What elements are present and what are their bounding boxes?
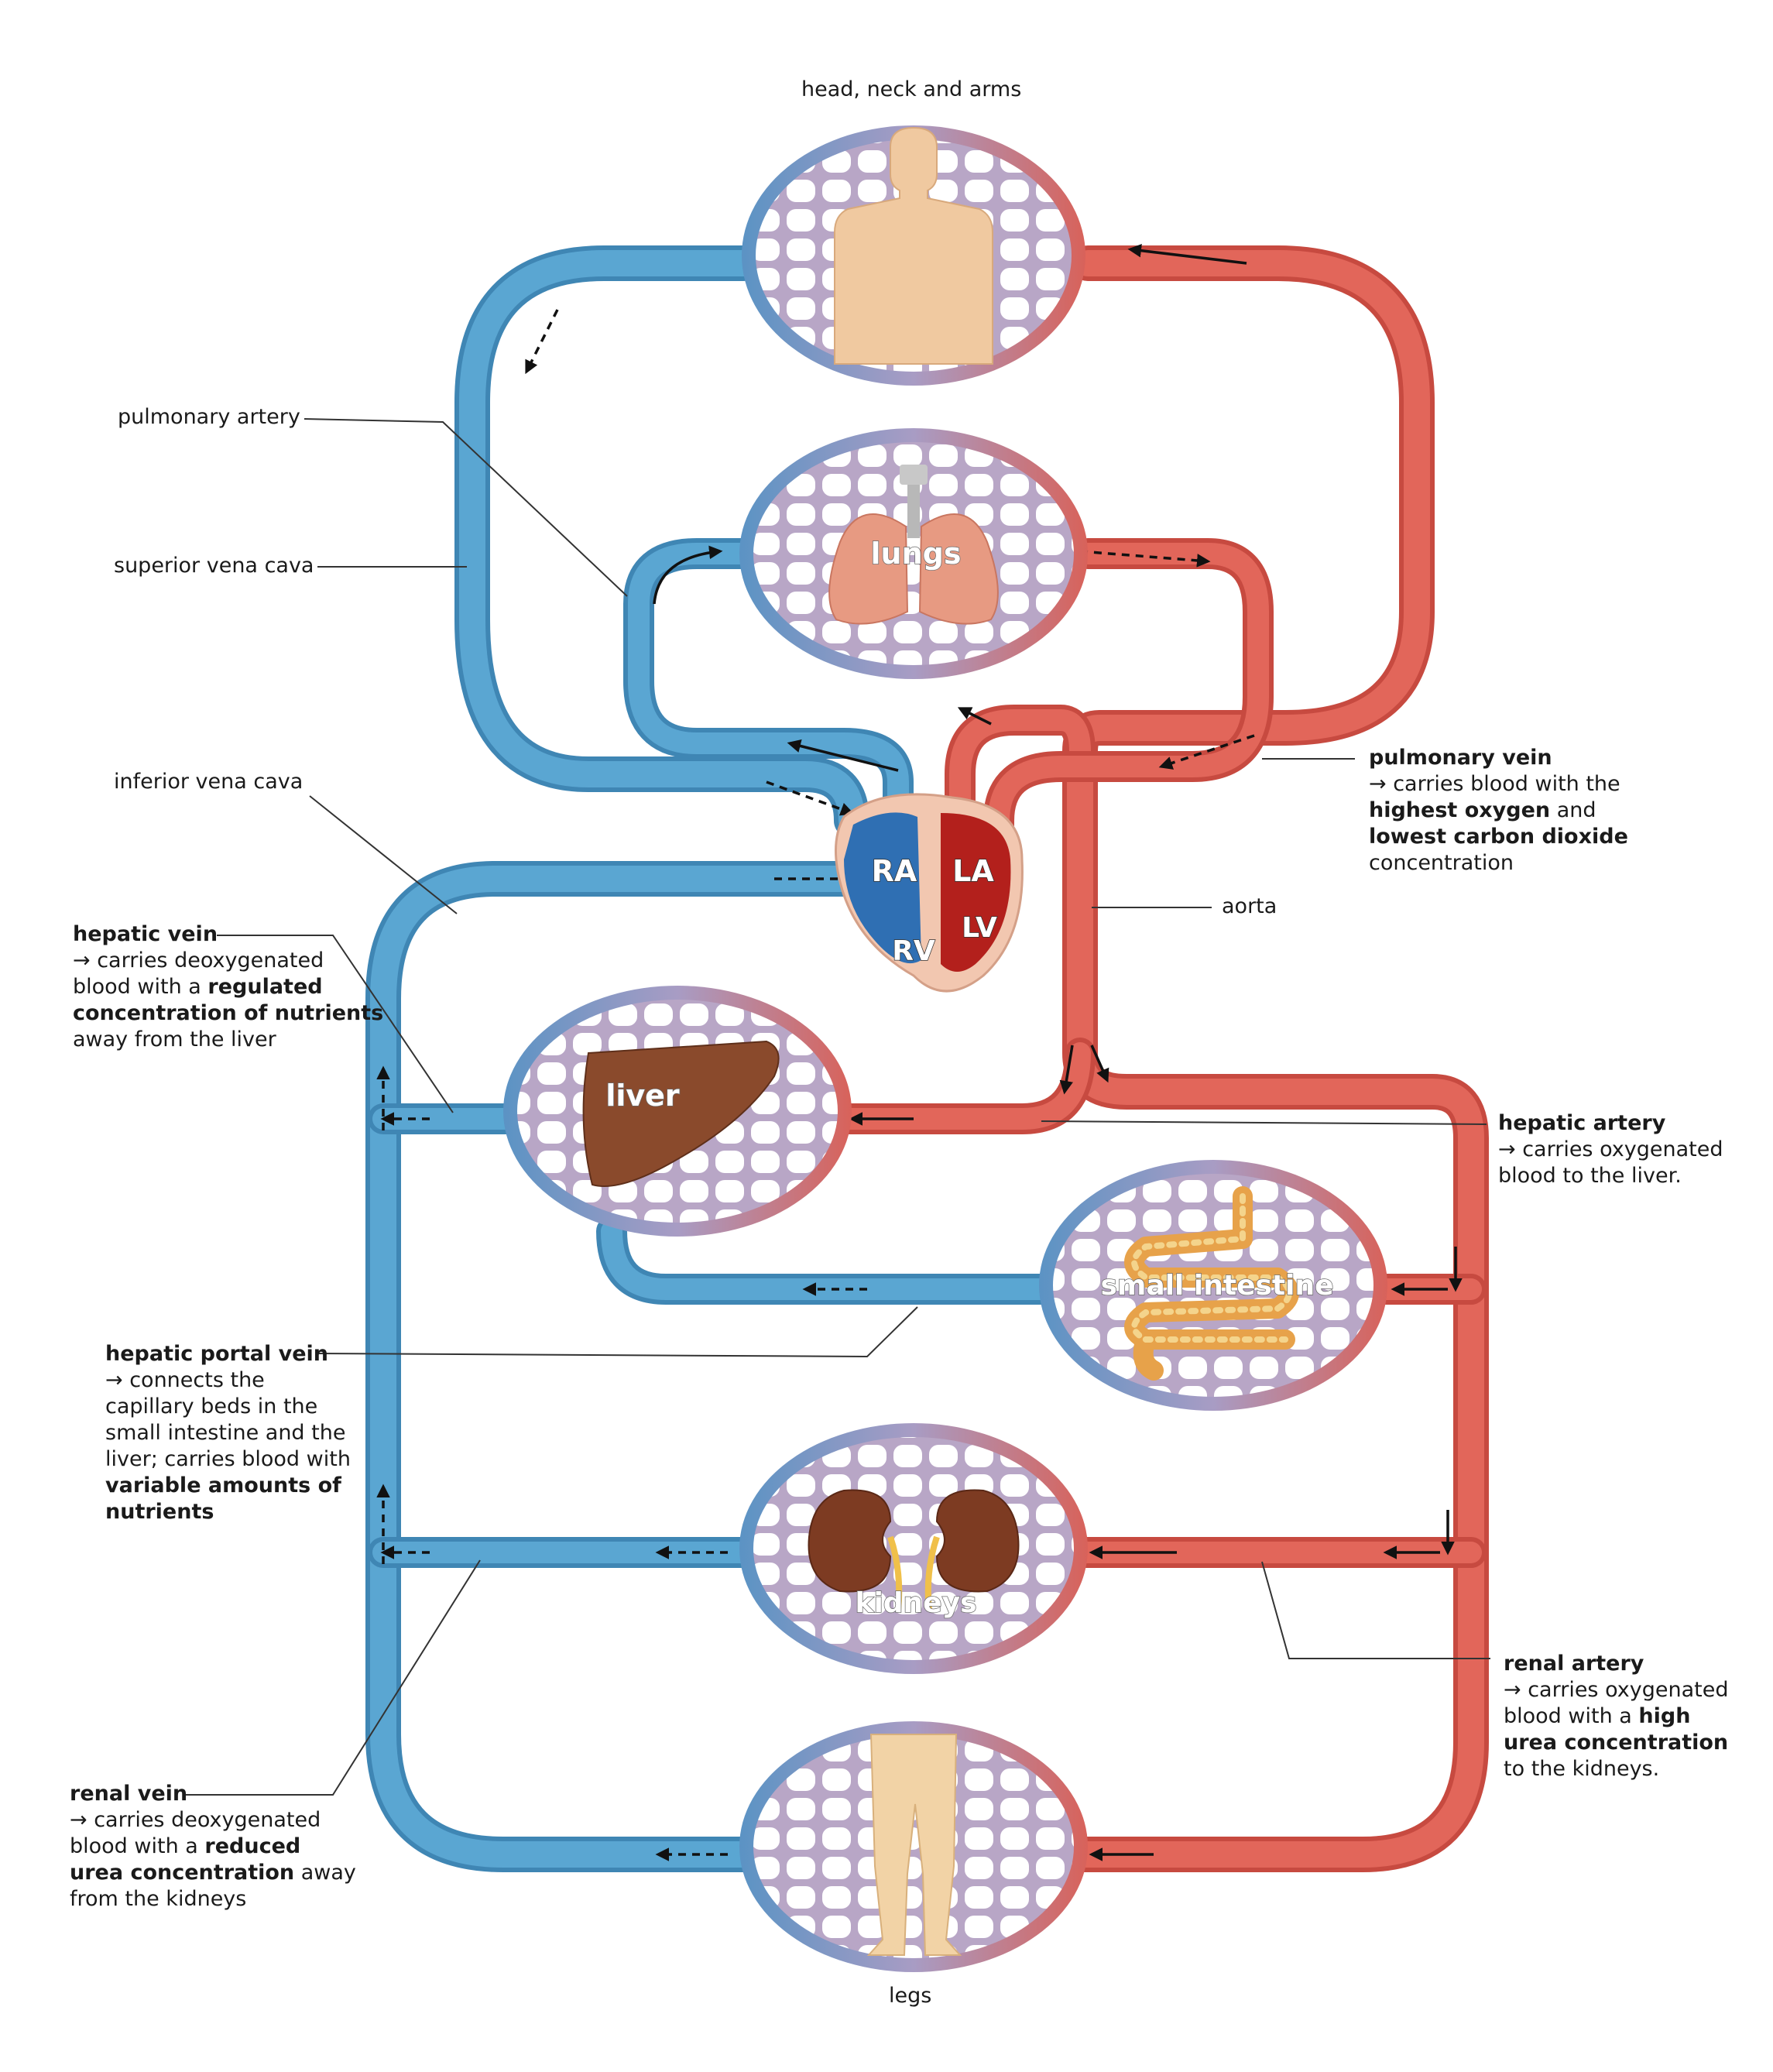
hepatic-portal-vein-line-5: variable amounts of <box>105 1473 341 1497</box>
leader-renal-artery <box>1261 1561 1490 1659</box>
leader-pulmonary-artery <box>304 418 628 597</box>
renal-artery-title: renal artery <box>1504 1652 1644 1676</box>
hepatic-portal-vein-line-6: nutrients <box>105 1500 214 1524</box>
left-atrium-ventricle <box>941 813 1011 972</box>
liver-icon <box>582 1040 780 1187</box>
hepatic-vein-callout: hepatic vein → carries deoxygenated bloo… <box>73 921 383 1053</box>
leader-hepatic-portal-vein <box>317 1306 918 1358</box>
renal-artery-line-2: blood with a high <box>1504 1704 1691 1728</box>
pulmonary-vein-line-2: highest oxygen and <box>1369 798 1596 822</box>
pulmonary-vein-line-1: → carries blood with the <box>1369 772 1620 796</box>
heart: RA LA RV LV <box>834 793 1024 993</box>
hepatic-portal-vein-line-1: → connects the <box>105 1368 265 1392</box>
hepatic-portal-vein-callout: hepatic portal vein → connects the capil… <box>105 1341 351 1525</box>
leader-hepatic-vein <box>217 935 454 1113</box>
lv-label: LV <box>962 912 997 944</box>
leader-lines <box>186 418 1490 1796</box>
renal-artery-line-1: → carries oxygenated <box>1504 1678 1729 1702</box>
aorta-label: aorta <box>1222 894 1277 918</box>
capillary-bed-head <box>742 125 1085 386</box>
body-silhouette <box>834 126 993 365</box>
lungs-label: lungs <box>871 537 962 571</box>
pulmonary-vein-line-3: lowest carbon dioxide <box>1369 825 1628 849</box>
hepatic-artery-line-1: → carries oxygenated <box>1498 1137 1723 1161</box>
hepatic-vein-line-1: → carries deoxygenated <box>73 949 324 973</box>
capillary-bed-intestine: small intestine <box>1039 1160 1387 1411</box>
pulmonary-vein-callout: pulmonary vein → carries blood with the … <box>1369 745 1628 876</box>
hepatic-artery-callout: hepatic artery → carries oxygenated bloo… <box>1498 1110 1723 1189</box>
right-atrium-ventricle <box>844 812 921 964</box>
leader-renal-vein <box>186 1559 481 1796</box>
renal-artery-callout: renal artery → carries oxygenated blood … <box>1504 1651 1728 1782</box>
rv-label: RV <box>892 935 935 967</box>
renal-vein-callout: renal vein → carries deoxygenated blood … <box>70 1781 356 1912</box>
renal-vein-line-1: → carries deoxygenated <box>70 1808 321 1832</box>
kidneys-icon <box>808 1489 1020 1611</box>
renal-vein-line-2: blood with a reduced <box>70 1834 301 1858</box>
hepatic-portal-vein-line-4: liver; carries blood with <box>105 1447 351 1471</box>
ra-label: RA <box>872 854 917 888</box>
la-label: LA <box>952 854 994 888</box>
inferior-vena-cava-label: inferior vena cava <box>114 770 304 794</box>
renal-vein-line-4: from the kidneys <box>70 1887 247 1911</box>
pulmonary-vein-title: pulmonary vein <box>1369 746 1552 770</box>
hepatic-portal-vein-title: hepatic portal vein <box>105 1342 329 1366</box>
superior-vena-cava-label: superior vena cava <box>114 554 314 578</box>
pulmonary-vein-line-4: concentration <box>1369 851 1514 875</box>
renal-vein-line-3: urea concentration away <box>70 1861 356 1885</box>
lungs-icon <box>828 465 999 625</box>
capillary-bed-liver: liver <box>503 986 852 1237</box>
hepatic-artery-line-2: blood to the liver. <box>1498 1164 1682 1188</box>
hepatic-portal-vein-line-2: capillary beds in the <box>105 1394 318 1418</box>
renal-artery-line-3: urea concentration <box>1504 1731 1729 1755</box>
liver-label: liver <box>605 1079 680 1113</box>
renal-artery-line-4: to the kidneys. <box>1504 1757 1660 1781</box>
small-intestine-label: small intestine <box>1100 1270 1333 1302</box>
head-neck-arms-label: head, neck and arms <box>801 77 1022 101</box>
hepatic-vein-line-3: concentration of nutrients <box>73 1001 384 1025</box>
hepatic-vein-line-4: away from the liver <box>73 1027 276 1051</box>
legs-icon <box>866 1734 962 1956</box>
hepatic-vein-line-2: blood with a regulated <box>73 975 323 999</box>
leader-hepatic-artery <box>1041 1120 1487 1125</box>
capillary-bed-legs <box>739 1721 1088 1972</box>
kidneys-label: kidneys <box>856 1587 977 1619</box>
renal-vein-title: renal vein <box>70 1782 188 1806</box>
capillary-bed-lungs: lungs <box>739 428 1088 679</box>
legs-label: legs <box>889 1984 932 2008</box>
capillary-bed-kidneys: kidneys <box>739 1423 1088 1674</box>
pulmonary-artery-label: pulmonary artery <box>118 405 300 429</box>
hepatic-artery-title: hepatic artery <box>1498 1111 1666 1135</box>
hepatic-portal-vein-line-3: small intestine and the <box>105 1421 346 1445</box>
hepatic-vein-title: hepatic vein <box>73 922 218 946</box>
leader-inferior-vena-cava <box>309 795 458 914</box>
